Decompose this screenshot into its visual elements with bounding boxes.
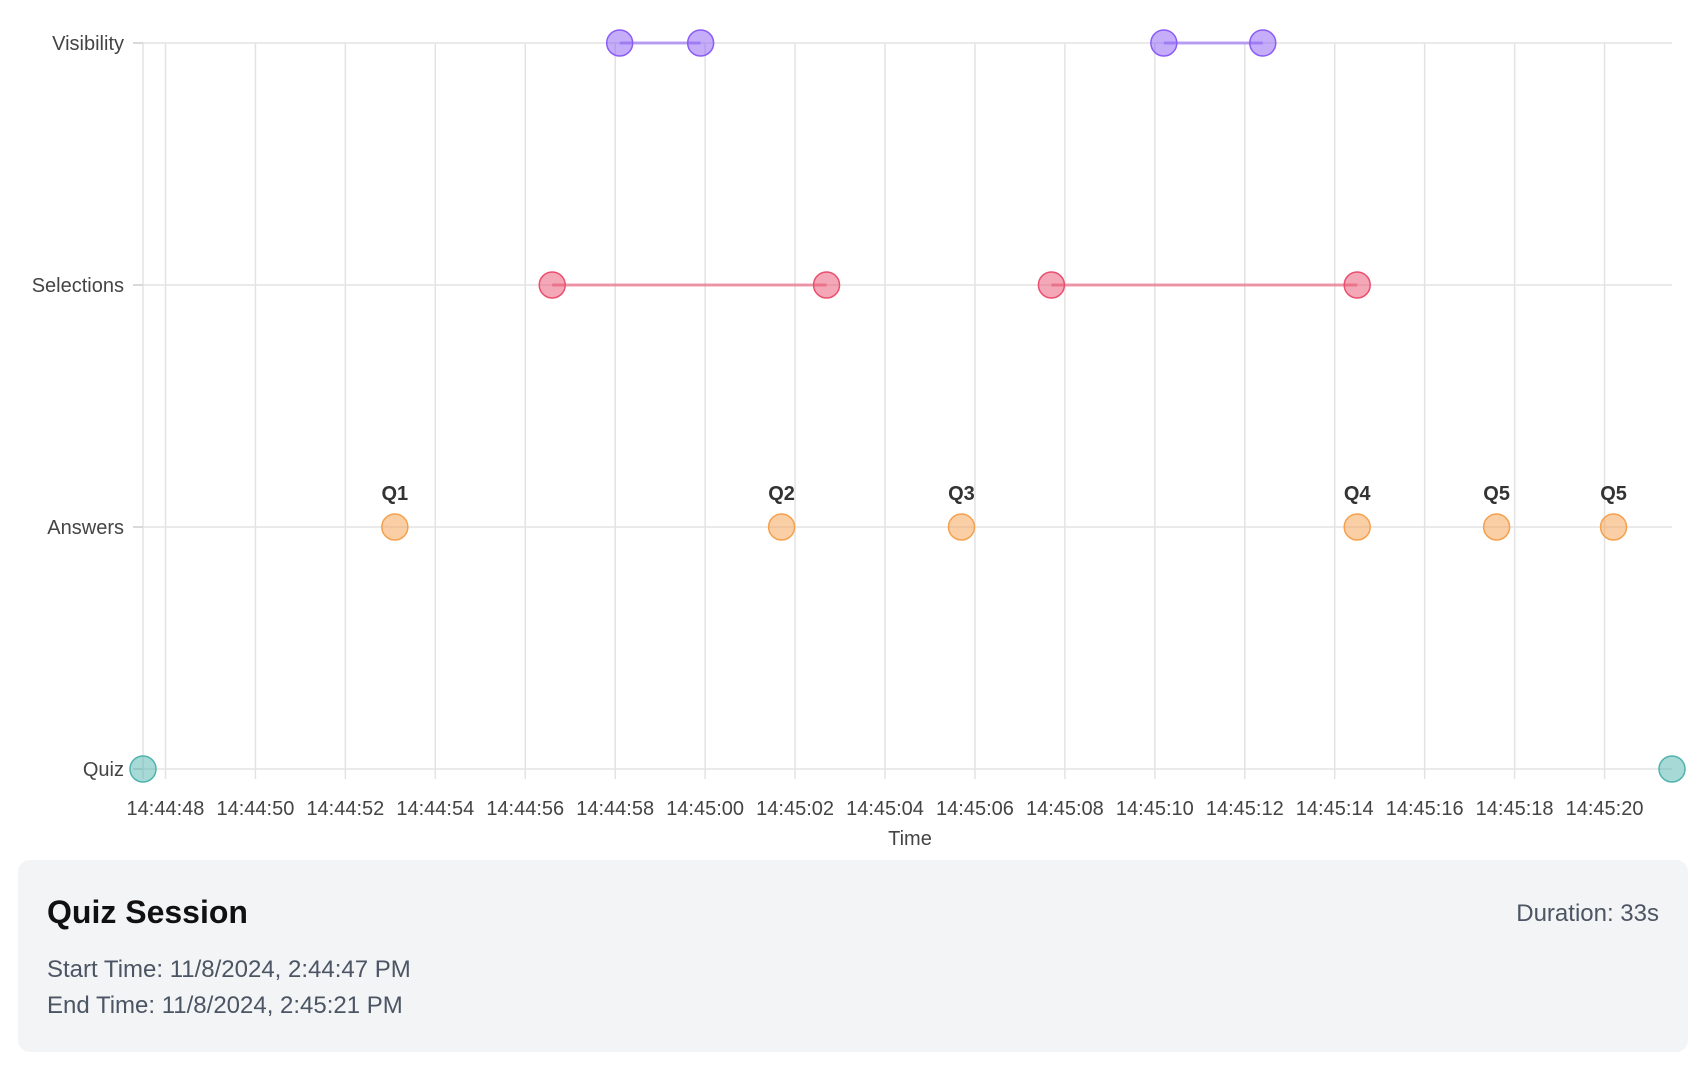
segments — [552, 41, 1358, 287]
answer-label: Q5 — [1600, 483, 1627, 505]
selections-segment-start — [1037, 271, 1066, 299]
session-title: Quiz Session — [47, 894, 248, 930]
visibility-segment-end — [1249, 29, 1277, 57]
session-start-time: Start Time: 11/8/2024, 2:44:47 PM — [47, 956, 411, 983]
session-end-time: End Time: 11/8/2024, 2:45:21 PM — [47, 992, 403, 1019]
x-tick-label: 14:45:02 — [756, 798, 834, 820]
y-tick-label: Answers — [47, 517, 124, 539]
answer-label: Q2 — [768, 483, 795, 505]
answer-label: Q4 — [1344, 483, 1372, 505]
selections-segment-end — [812, 271, 841, 299]
grid — [142, 42, 1672, 779]
x-tick-label: 14:44:52 — [306, 798, 384, 820]
x-axis: 14:44:48 14:44:50 14:44:52 14:44:54 14:44:56… — [127, 798, 1644, 820]
visibility-segment-start — [1150, 29, 1178, 57]
x-tick-label: 14:44:54 — [396, 798, 474, 820]
x-tick-label: 14:45:06 — [936, 798, 1014, 820]
selections-segment-end — [1343, 271, 1371, 299]
y-tick-label: Quiz — [83, 759, 124, 781]
x-tick-label: 14:45:04 — [846, 798, 924, 820]
quiz-point — [129, 755, 157, 783]
answer-label: Q5 — [1483, 483, 1510, 505]
x-tick-label: 14:45:12 — [1206, 798, 1284, 820]
visibility-segment-end — [686, 29, 715, 57]
x-tick-label: 14:45:16 — [1386, 798, 1464, 820]
answers-point — [947, 513, 976, 541]
visibility-segment-start — [605, 29, 634, 57]
timeline-chart: Quiz Answers Selections Visibility 14:44:48… — [32, 29, 1686, 850]
answers-point — [1599, 513, 1628, 541]
x-tick-label: 14:45:10 — [1116, 798, 1194, 820]
x-axis-title: Time — [888, 828, 932, 850]
x-tick-label: 14:44:48 — [127, 798, 205, 820]
answers-point — [767, 513, 796, 541]
point-labels: Q1 Q2 Q3 Q4 Q5 Q5 — [381, 483, 1626, 505]
y-axis: Quiz Answers Selections Visibility — [32, 33, 143, 781]
x-tick-label: 14:44:56 — [486, 798, 564, 820]
session-duration: Duration: 33s — [1516, 900, 1659, 927]
answer-label: Q1 — [381, 483, 408, 505]
x-tick-label: 14:45:20 — [1566, 798, 1644, 820]
answers-point — [1343, 513, 1371, 541]
answer-label: Q3 — [948, 483, 975, 505]
x-tick-label: 14:45:00 — [666, 798, 744, 820]
session-info-card: Quiz Session Duration: 33s Start Time: 1… — [18, 860, 1688, 1052]
selections-segment-start — [538, 271, 566, 299]
answers-point — [1482, 513, 1511, 541]
x-tick-label: 14:45:18 — [1476, 798, 1554, 820]
x-tick-label: 14:44:58 — [576, 798, 654, 820]
answers-point — [381, 513, 409, 541]
x-tick-label: 14:45:08 — [1026, 798, 1104, 820]
points — [129, 29, 1686, 783]
y-tick-label: Visibility — [52, 33, 124, 55]
quiz-point — [1658, 755, 1686, 783]
y-tick-label: Selections — [32, 275, 124, 297]
x-tick-label: 14:44:50 — [216, 798, 294, 820]
x-tick-label: 14:45:14 — [1296, 798, 1374, 820]
